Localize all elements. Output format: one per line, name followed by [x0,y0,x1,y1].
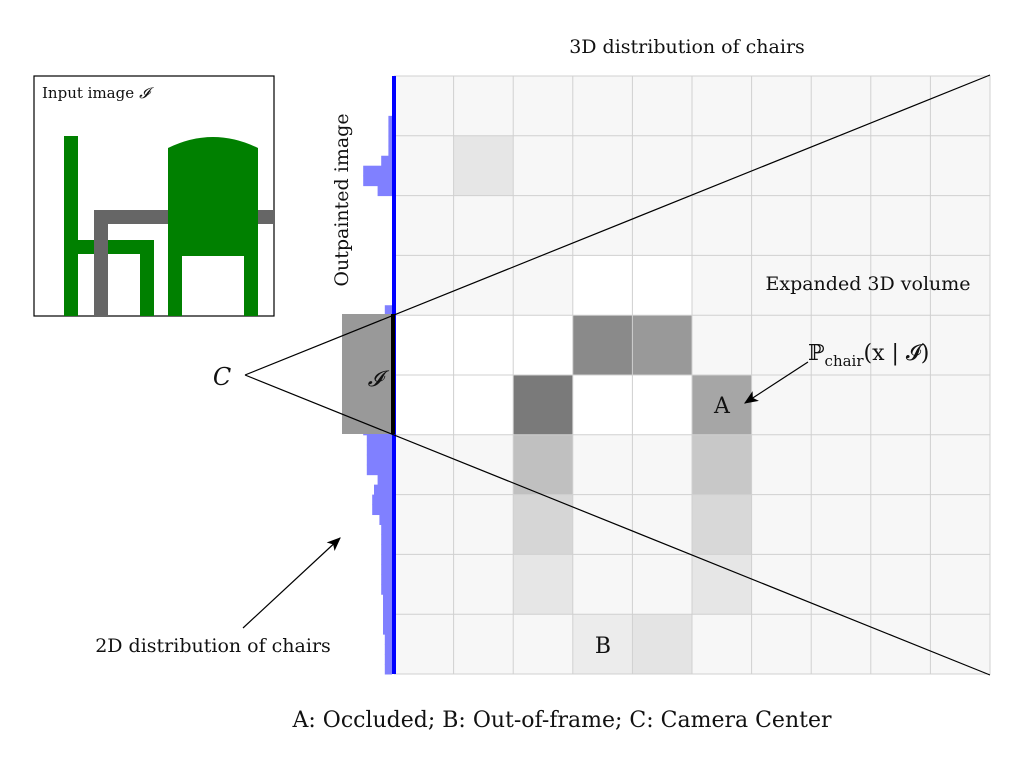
grid-cell [394,315,454,375]
frustum-upper-ray [244,74,991,376]
grid-cell [513,494,573,555]
grid-cell [513,375,573,435]
histogram-bar [381,544,392,555]
grid-cell [453,135,514,196]
histogram-bar [388,135,392,147]
probability-arrow [744,361,809,404]
caption: A: Occluded; B: Out-of-frame; C: Camera … [291,708,831,733]
histogram-bar [383,614,392,625]
histogram-bar [366,444,392,456]
histogram-bar [384,644,392,655]
camera-center-label: C [213,363,231,391]
histogram-bar [366,454,392,466]
histogram-bar [381,155,392,167]
histogram-bar [377,185,392,197]
histogram-bar [383,604,392,615]
dist2d-arrow [242,537,341,629]
marker-a: A [713,394,731,419]
marker-b: B [595,634,611,659]
grid-cell [692,375,752,435]
histogram-bar [384,664,392,675]
image-plane-region [342,314,392,434]
grid-cell [572,315,633,375]
histogram-bar [372,494,392,506]
dist2d-label: 2D distribution of chairs [95,635,331,657]
grid-cell [394,375,454,435]
histogram-bar [372,504,392,516]
grid-cell [572,375,633,435]
histogram-bar [374,484,392,496]
outpainted-image-label: Outpainted image [331,113,353,286]
probability-label: ℙchair(x | 𝓘) [808,341,929,370]
histogram-bar [388,115,392,127]
grid-cell [632,315,692,375]
grid-cell [572,255,633,316]
grid-cell [632,614,692,674]
grid-lines [393,75,991,675]
grid-cell [572,614,633,674]
histogram-bar [384,305,392,316]
input-image-inset: Input image 𝓘 [33,75,275,317]
probability-args: (x | 𝓘) [864,341,930,366]
input-image-label-text: Input image [42,84,134,102]
histogram-bar [377,474,392,486]
expanded-volume-label: Expanded 3D volume [765,273,970,295]
histogram-bar [384,634,392,645]
histogram-bar [383,594,392,605]
left-chair-shape [64,136,154,316]
histogram-bar [388,125,392,137]
grid-cell [453,375,514,435]
diagram-title: 3D distribution of chairs [569,36,805,58]
histogram-bar [381,534,392,545]
histogram-bar [366,434,392,446]
grid-cell [692,554,752,615]
grid-cell [632,375,692,435]
histogram-bar [363,165,392,177]
grid-cell [513,315,573,375]
image-plane-segment [391,314,395,434]
histogram-bar [383,624,392,635]
histogram-bar [366,464,392,476]
grid-cell [513,434,573,495]
right-chair-shape [168,137,258,316]
grid-cell [692,494,752,555]
grid-cell [632,255,692,316]
grid-cell [692,434,752,495]
grid-cell [453,315,514,375]
histogram-bar [384,654,392,665]
probability-prefix: ℙ [808,341,825,366]
histogram-bar [381,574,392,585]
histogram-bar [381,584,392,595]
histogram-bar [381,554,392,565]
histogram-bar [388,145,392,157]
histogram-bar [381,524,392,535]
probability-subscript: chair [825,352,865,370]
grid-cell [513,554,573,615]
histogram-bar [363,175,392,187]
histogram-bar [381,564,392,575]
histogram-bar [379,514,392,525]
frustum-lower-ray [244,374,991,676]
